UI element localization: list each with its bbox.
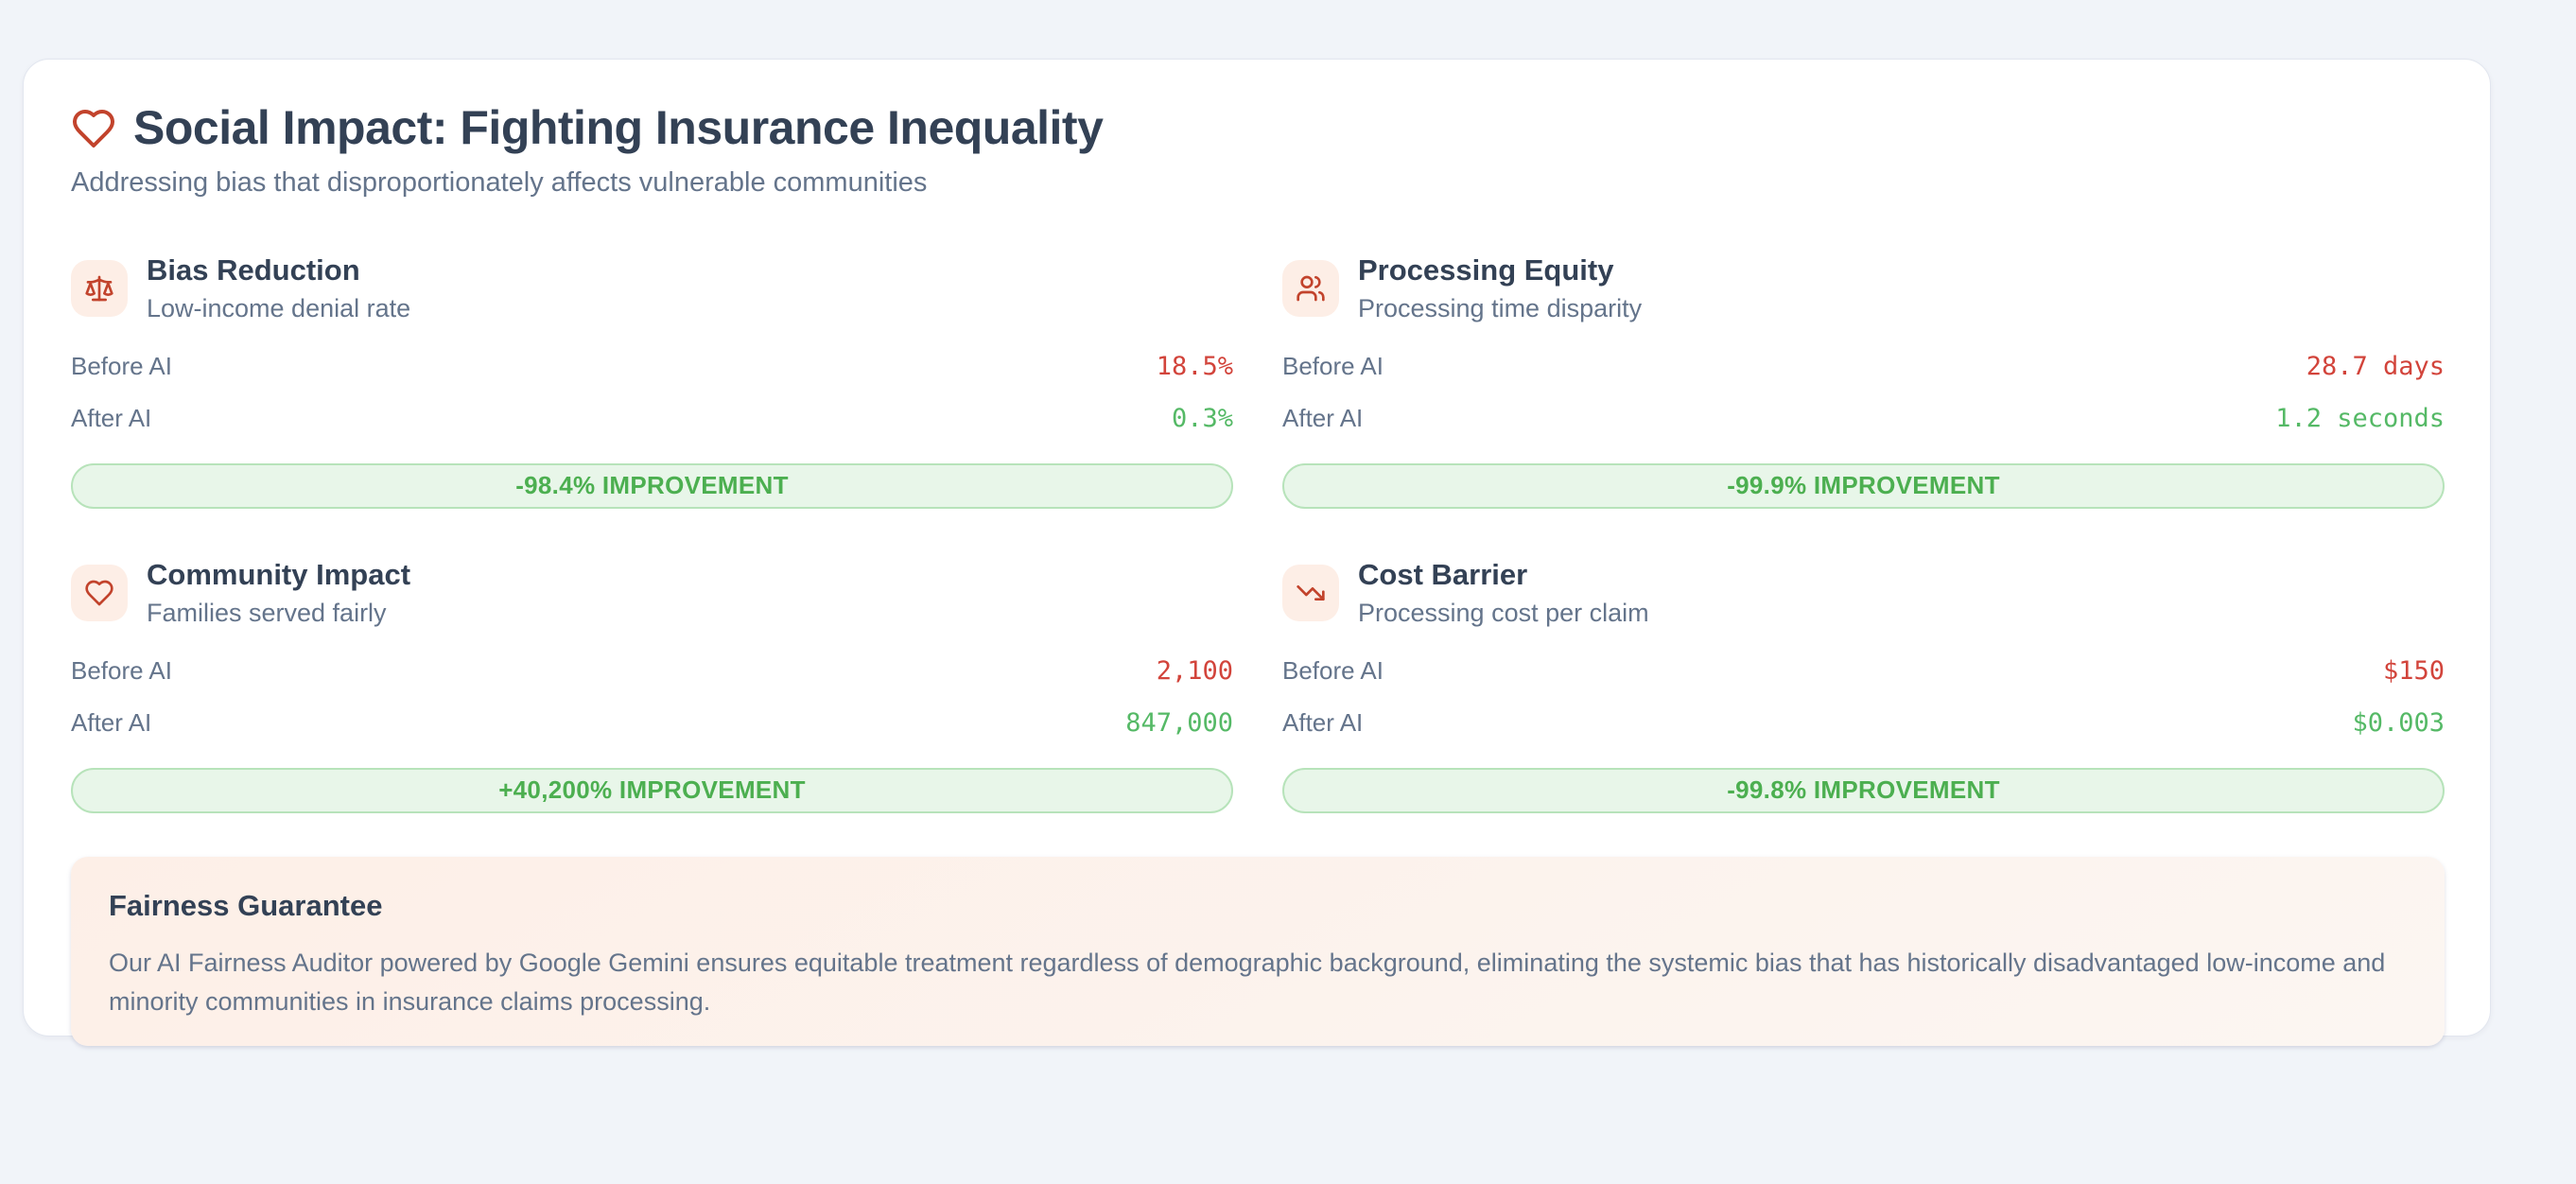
after-ai-row: After AI 847,000 [71, 708, 1233, 738]
metric-card-cost-barrier: Cost Barrier Processing cost per claim B… [1282, 558, 2445, 813]
after-ai-row: After AI $0.003 [1282, 708, 2445, 738]
metric-subtitle: Families served fairly [147, 598, 387, 627]
metric-header: Bias Reduction Low-income denial rate [71, 253, 1233, 323]
after-ai-label: After AI [1282, 403, 1364, 432]
before-ai-value: 2,100 [1156, 655, 1233, 686]
before-ai-value: $150 [2382, 655, 2445, 686]
after-ai-label: After AI [71, 707, 152, 737]
metric-card-processing-equity: Processing Equity Processing time dispar… [1282, 253, 2445, 509]
after-ai-value: 0.3% [1171, 403, 1233, 433]
fairness-title: Fairness Guarantee [109, 888, 383, 922]
metric-header: Cost Barrier Processing cost per claim [1282, 558, 2445, 628]
before-ai-label: Before AI [1282, 655, 1384, 685]
metric-header: Community Impact Families served fairly [71, 558, 1233, 628]
trending-down-icon [1282, 564, 1339, 621]
social-impact-panel: Social Impact: Fighting Insurance Inequa… [23, 59, 2491, 1046]
before-ai-row: Before AI 18.5% [71, 352, 1233, 381]
before-ai-row: Before AI $150 [1282, 656, 2445, 686]
after-ai-row: After AI 0.3% [71, 404, 1233, 433]
metric-subtitle: Low-income denial rate [147, 293, 411, 322]
metric-title: Bias Reduction [147, 252, 360, 287]
before-ai-label: Before AI [1282, 351, 1384, 380]
metric-subtitle: Processing time disparity [1358, 293, 1643, 322]
scale-icon [71, 259, 128, 317]
improvement-badge: -99.9% IMPROVEMENT [1282, 462, 2445, 509]
metric-title: Processing Equity [1358, 252, 1614, 287]
after-ai-value: 1.2 seconds [2275, 403, 2445, 433]
improvement-badge: -98.4% IMPROVEMENT [71, 462, 1233, 509]
before-ai-value: 18.5% [1156, 351, 1233, 381]
metric-header: Processing Equity Processing time dispar… [1282, 253, 2445, 323]
after-ai-label: After AI [1282, 707, 1364, 737]
improvement-badge: +40,200% IMPROVEMENT [71, 767, 1233, 813]
before-ai-row: Before AI 2,100 [71, 656, 1233, 686]
before-ai-label: Before AI [71, 655, 172, 685]
users-icon [1282, 259, 1339, 317]
improvement-badge: -99.8% IMPROVEMENT [1282, 767, 2445, 813]
after-ai-value: 847,000 [1125, 707, 1233, 738]
metric-subtitle: Processing cost per claim [1358, 598, 1649, 627]
metric-card-community-impact: Community Impact Families served fairly … [71, 558, 1233, 813]
after-ai-value: $0.003 [2352, 707, 2445, 738]
heart-icon [73, 109, 114, 148]
fairness-body: Our AI Fairness Auditor powered by Googl… [109, 948, 2386, 1016]
metric-title: Community Impact [147, 557, 411, 591]
heart-icon [71, 564, 128, 621]
metric-card-bias-reduction: Bias Reduction Low-income denial rate Be… [71, 253, 1233, 509]
before-ai-label: Before AI [71, 351, 172, 380]
after-ai-label: After AI [71, 403, 152, 432]
metrics-grid: Bias Reduction Low-income denial rate Be… [71, 253, 2445, 813]
fairness-guarantee-box: Fairness Guarantee Our AI Fairness Audit… [71, 856, 2445, 1046]
before-ai-row: Before AI 28.7 days [1282, 352, 2445, 381]
metric-title: Cost Barrier [1358, 557, 1528, 591]
page-title: Social Impact: Fighting Insurance Inequa… [133, 101, 1104, 154]
panel-header: Social Impact: Fighting Insurance Inequa… [71, 101, 2445, 199]
page-subtitle: Addressing bias that disproportionately … [71, 166, 928, 198]
after-ai-row: After AI 1.2 seconds [1282, 404, 2445, 433]
before-ai-value: 28.7 days [2306, 351, 2445, 381]
